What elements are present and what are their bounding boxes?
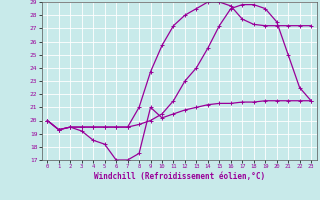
X-axis label: Windchill (Refroidissement éolien,°C): Windchill (Refroidissement éolien,°C) <box>94 172 265 181</box>
